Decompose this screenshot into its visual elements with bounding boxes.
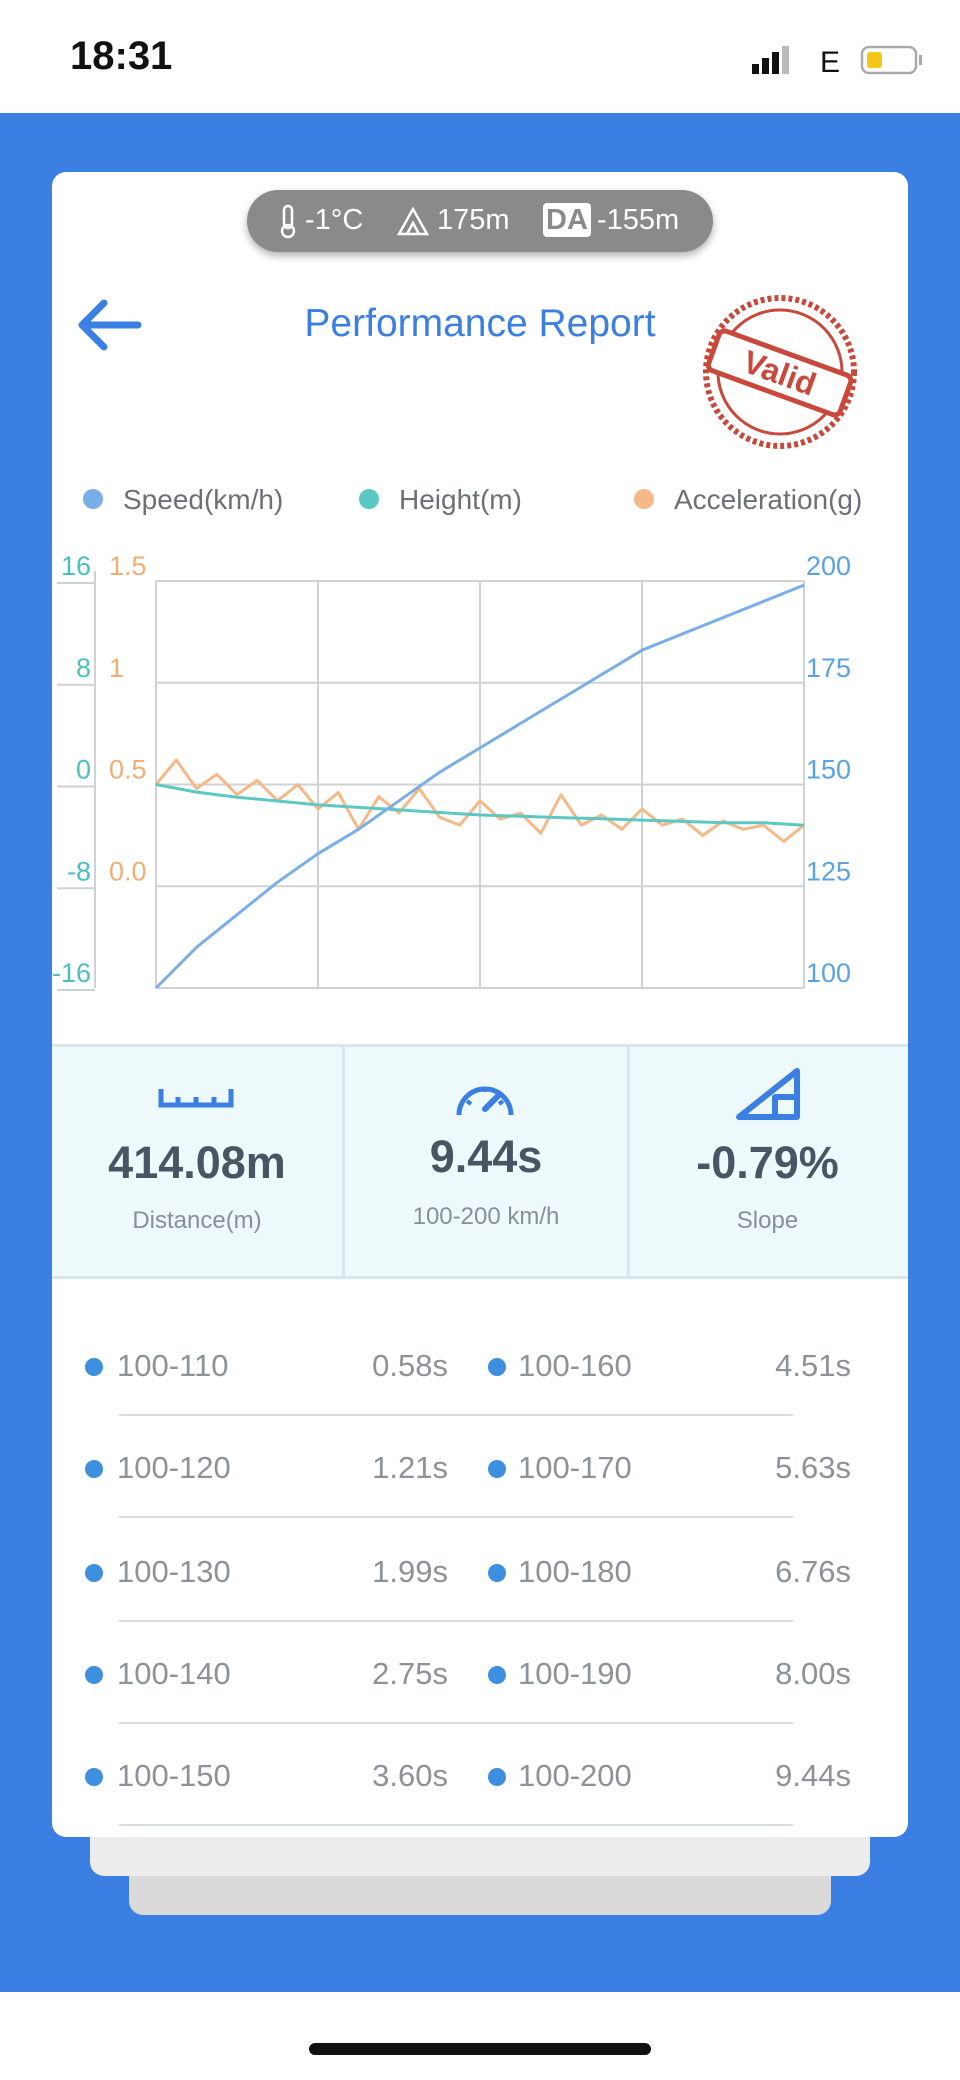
split-time: 1.21s xyxy=(372,1450,448,1485)
valid-stamp: Valid xyxy=(703,295,857,449)
y-tick-label: 0 xyxy=(76,755,91,785)
split-time: 3.60s xyxy=(372,1758,448,1793)
split-dot xyxy=(488,1768,506,1786)
split-dot xyxy=(488,1358,506,1376)
page-title: Performance Report xyxy=(304,302,656,345)
splits-list: 100-110 0.58s 100-120 1.21s 100-130 1.99s 100-… xyxy=(85,1348,851,1826)
split-time: 2.75s xyxy=(372,1656,448,1691)
speedometer-icon xyxy=(456,1086,514,1116)
legend-dot xyxy=(359,489,379,509)
y-tick-label: 0.5 xyxy=(109,755,147,785)
row-divider xyxy=(119,1620,793,1622)
split-range: 100-200 xyxy=(518,1758,632,1793)
ruler-icon xyxy=(158,1089,234,1108)
y-tick-label: -8 xyxy=(67,856,91,886)
split-time: 1.99s xyxy=(372,1554,448,1589)
slope-icon xyxy=(736,1068,800,1120)
split-dot xyxy=(85,1564,103,1582)
stat-label: Distance(m) xyxy=(132,1207,262,1234)
split-time: 8.00s xyxy=(775,1656,851,1691)
split-dot xyxy=(488,1460,506,1478)
summary-panel: 414.08m Distance(m) 9.44s 100-200 km/h -… xyxy=(52,1044,908,1279)
y-tick-label: -16 xyxy=(52,958,91,988)
split-range: 100-170 xyxy=(518,1450,632,1485)
stat: 9.44s 100-200 km/h xyxy=(342,1047,630,1276)
split-time: 9.44s xyxy=(775,1758,851,1793)
stat-label: 100-200 km/h xyxy=(412,1203,560,1230)
temperature: -1°C xyxy=(305,204,364,236)
status-icons: E xyxy=(752,45,922,79)
legend-label: Speed(km/h) xyxy=(123,484,283,515)
conditions-chip: -1°C 175m DA -155m xyxy=(247,190,713,252)
da-badge: DA xyxy=(543,203,591,237)
split-range: 100-110 xyxy=(117,1348,229,1383)
stat-value: -0.79% xyxy=(696,1137,839,1188)
stat-value: 414.08m xyxy=(108,1137,286,1188)
y-tick-label: 8 xyxy=(76,653,91,683)
home-indicator xyxy=(309,2043,651,2055)
series-line xyxy=(154,758,805,843)
split-dot xyxy=(85,1358,103,1376)
split-dot xyxy=(85,1460,103,1478)
thermometer-icon xyxy=(280,204,296,239)
clock: 18:31 xyxy=(70,34,173,78)
split-time: 0.58s xyxy=(372,1348,448,1383)
stat-label: Slope xyxy=(736,1207,799,1234)
row-divider xyxy=(119,1516,793,1518)
network: E xyxy=(820,46,840,79)
y-tick-label: 200 xyxy=(806,551,851,581)
legend-dot xyxy=(634,489,654,509)
chart: Speed(km/h) Height(m) Acceleration(g) 16 8 0 -… xyxy=(52,484,862,991)
split-range: 100-130 xyxy=(117,1554,231,1589)
stat-value: 9.44s xyxy=(429,1131,543,1182)
mountain-icon xyxy=(397,206,429,236)
y-tick-label: 100 xyxy=(806,958,851,988)
split-time: 6.76s xyxy=(775,1554,851,1589)
y-tick-label: 0.0 xyxy=(109,856,147,886)
row-divider xyxy=(119,1722,793,1724)
split-range: 100-140 xyxy=(117,1656,231,1691)
series-line xyxy=(155,783,805,827)
split-range: 100-120 xyxy=(117,1450,231,1485)
stat: 414.08m Distance(m) xyxy=(52,1047,342,1276)
y-tick-label: 16 xyxy=(61,551,91,581)
y-tick-label: 150 xyxy=(806,755,851,785)
y-tick-label: 175 xyxy=(806,653,851,683)
split-range: 100-150 xyxy=(117,1758,231,1793)
y-tick-label: 1 xyxy=(109,653,124,683)
legend-label: Acceleration(g) xyxy=(674,484,862,515)
split-dot xyxy=(85,1666,103,1684)
split-time: 5.63s xyxy=(775,1450,851,1485)
split-dot xyxy=(488,1666,506,1684)
split-range: 100-190 xyxy=(518,1656,632,1691)
y-tick-label: 125 xyxy=(806,856,851,886)
legend-dot xyxy=(83,489,103,509)
split-dot xyxy=(488,1564,506,1582)
altitude: 175m xyxy=(437,204,510,236)
split-time: 4.51s xyxy=(775,1348,851,1383)
report-card xyxy=(52,172,908,1837)
stat: -0.79% Slope xyxy=(627,1047,908,1276)
split-range: 100-160 xyxy=(518,1348,632,1383)
y-tick-label: 1.5 xyxy=(109,551,147,581)
split-range: 100-180 xyxy=(518,1554,632,1589)
density-altitude: -155m xyxy=(597,204,680,236)
row-divider xyxy=(119,1824,793,1826)
row-divider xyxy=(119,1414,793,1416)
split-dot xyxy=(85,1768,103,1786)
legend-label: Height(m) xyxy=(399,484,522,515)
back-button[interactable] xyxy=(76,298,142,352)
series-line xyxy=(154,583,805,990)
